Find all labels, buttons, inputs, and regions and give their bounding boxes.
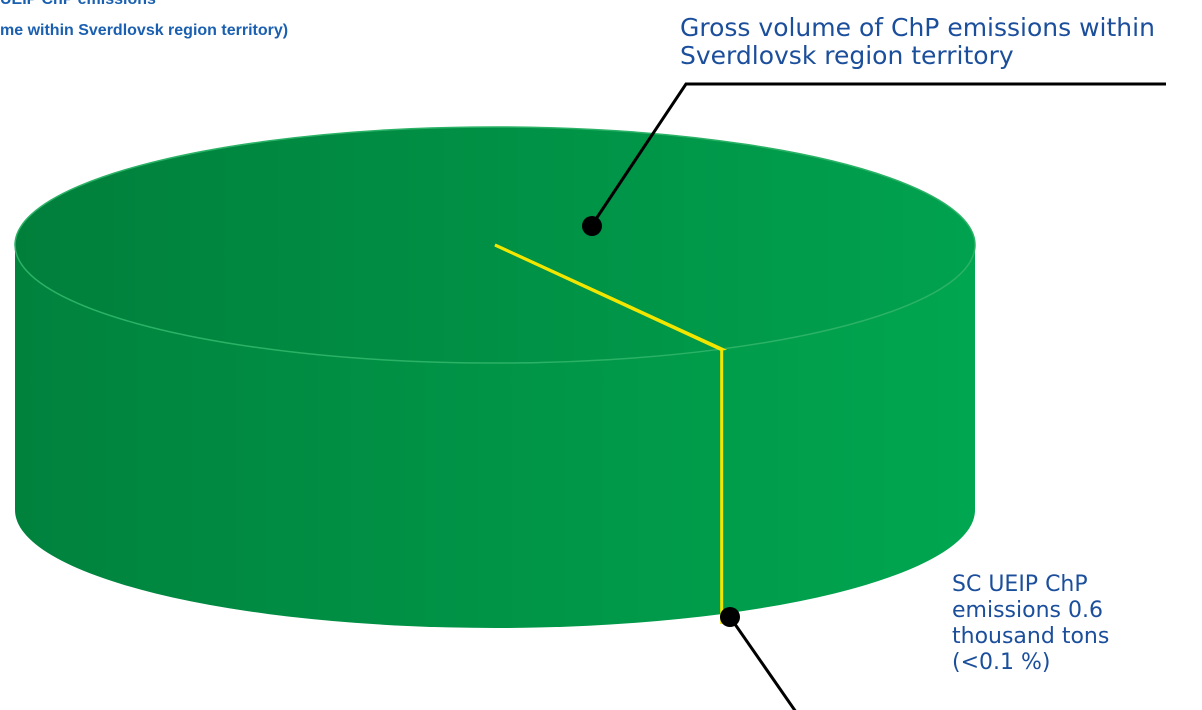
- pie-slice: [13, 126, 976, 364]
- leader-line: [590, 82, 1166, 226]
- leader-line: [728, 616, 797, 710]
- leader-dot: [582, 216, 602, 236]
- chart-subtitle: me within Sverdlovsk region territory): [0, 22, 289, 39]
- slice-edge: [494, 243, 724, 625]
- slice-label: SC UEIP ChP emissions 0.6 thousand tons …: [952, 572, 1110, 675]
- leader-dot: [720, 607, 740, 627]
- chart-title: UEIP ChP emissions: [0, 0, 156, 9]
- slice-label: Gross volume of ChP emissions within Sve…: [680, 13, 1155, 70]
